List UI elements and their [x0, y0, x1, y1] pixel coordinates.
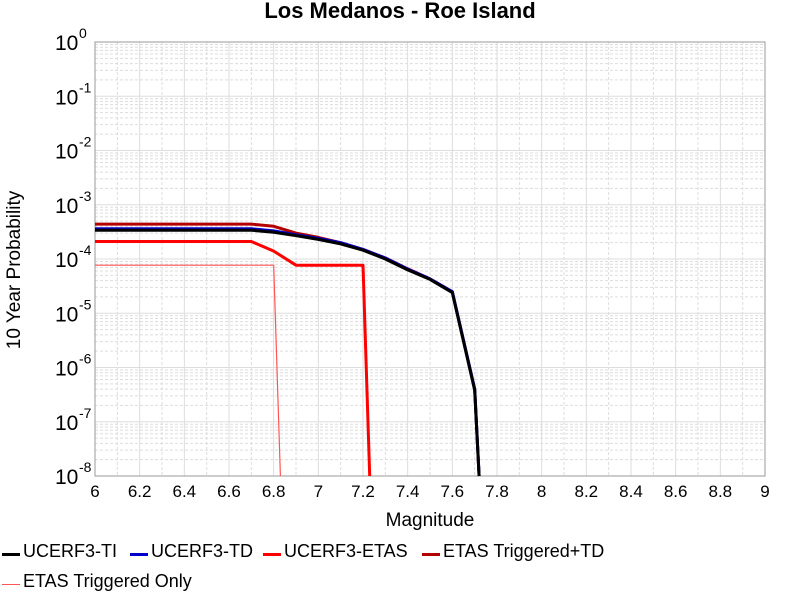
series-line-etas-triggered-only — [95, 264, 281, 477]
y-tick-base: 10 — [55, 32, 78, 55]
y-tick-label: 10 -2 — [55, 134, 92, 164]
y-tick-label: 10 -8 — [55, 459, 92, 489]
x-tick-label: 7.8 — [485, 482, 509, 501]
y-tick-base: 10 — [55, 86, 78, 109]
legend: UCERF3-TI UCERF3-TD UCERF3-ETAS ETAS Trigge… — [0, 538, 800, 598]
grid — [94, 42, 766, 477]
legend-swatch — [263, 552, 281, 556]
series-line-ucerf3-ti — [95, 228, 481, 477]
legend-label: UCERF3-TI — [23, 540, 117, 561]
legend-label: UCERF3-ETAS — [284, 540, 408, 561]
series-line-ucerf3-td — [95, 227, 481, 477]
legend-swatch — [2, 583, 20, 585]
y-tick-label: 10 -1 — [55, 79, 92, 109]
y-tick-exponent: -3 — [79, 188, 92, 204]
x-tick-label: 7.6 — [441, 482, 465, 501]
x-tick-label: 8.8 — [709, 482, 733, 501]
y-tick-exponent: -4 — [79, 242, 92, 258]
x-tick-label: 7.2 — [351, 482, 375, 501]
x-tick-label: 8.2 — [575, 482, 599, 501]
y-tick-exponent: -2 — [79, 134, 92, 150]
y-tick-exponent: -5 — [79, 296, 92, 312]
y-tick-base: 10 — [55, 141, 78, 164]
x-tick-label: 7 — [314, 482, 323, 501]
legend-item: ETAS Triggered Only — [2, 568, 192, 594]
y-tick-base: 10 — [55, 466, 78, 489]
x-tick-label: 6 — [90, 482, 99, 501]
y-tick-label: 10 -6 — [55, 351, 92, 381]
x-tick-label: 7.4 — [396, 482, 420, 501]
x-tick-label: 6.2 — [128, 482, 152, 501]
legend-label: UCERF3-TD — [151, 540, 253, 561]
y-tick-exponent: -1 — [79, 79, 92, 95]
legend-item: UCERF3-TI — [2, 538, 117, 564]
y-tick-base: 10 — [55, 412, 78, 435]
legend-swatch — [2, 552, 20, 556]
y-tick-base: 10 — [55, 249, 78, 272]
x-tick-label: 6.8 — [262, 482, 286, 501]
x-axis-ticks: 6 6.2 6.4 6.6 6.8 7 7.2 7.4 7.6 7.8 8 8.2 8.4 8.6 8.8 9 — [90, 482, 769, 501]
x-tick-label: 6.6 — [217, 482, 241, 501]
y-tick-base: 10 — [55, 303, 78, 326]
y-tick-exponent: -6 — [79, 351, 92, 367]
y-tick-label: 10 0 — [55, 25, 87, 55]
x-tick-label: 9 — [760, 482, 769, 501]
y-tick-label: 10 -5 — [55, 296, 92, 326]
x-tick-label: 8 — [537, 482, 546, 501]
x-tick-label: 8.4 — [619, 482, 643, 501]
y-tick-base: 10 — [55, 358, 78, 381]
y-tick-exponent: -8 — [79, 459, 92, 475]
y-tick-base: 10 — [55, 195, 78, 218]
legend-swatch — [422, 552, 440, 556]
y-tick-label: 10 -7 — [55, 405, 92, 435]
chart-title: Los Medanos - Roe Island — [264, 0, 535, 23]
y-tick-label: 10 -4 — [55, 242, 92, 272]
y-tick-label: 10 -3 — [55, 188, 92, 218]
plot-area — [94, 41, 766, 477]
y-tick-exponent: -7 — [79, 405, 92, 421]
series-layer — [95, 222, 481, 477]
series-line-ucerf3-etas — [95, 240, 372, 477]
legend-label: ETAS Triggered+TD — [443, 540, 605, 561]
y-tick-exponent: 0 — [79, 25, 87, 41]
y-axis-label: 10 Year Probability — [4, 190, 25, 349]
x-tick-label: 8.6 — [664, 482, 688, 501]
legend-label: ETAS Triggered Only — [23, 570, 192, 591]
x-tick-label: 6.4 — [173, 482, 197, 501]
legend-item: UCERF3-TD — [130, 538, 253, 564]
legend-swatch — [130, 552, 148, 556]
x-axis-label: Magnitude — [386, 510, 475, 531]
legend-item: UCERF3-ETAS — [263, 538, 408, 564]
legend-item: ETAS Triggered+TD — [422, 538, 604, 564]
